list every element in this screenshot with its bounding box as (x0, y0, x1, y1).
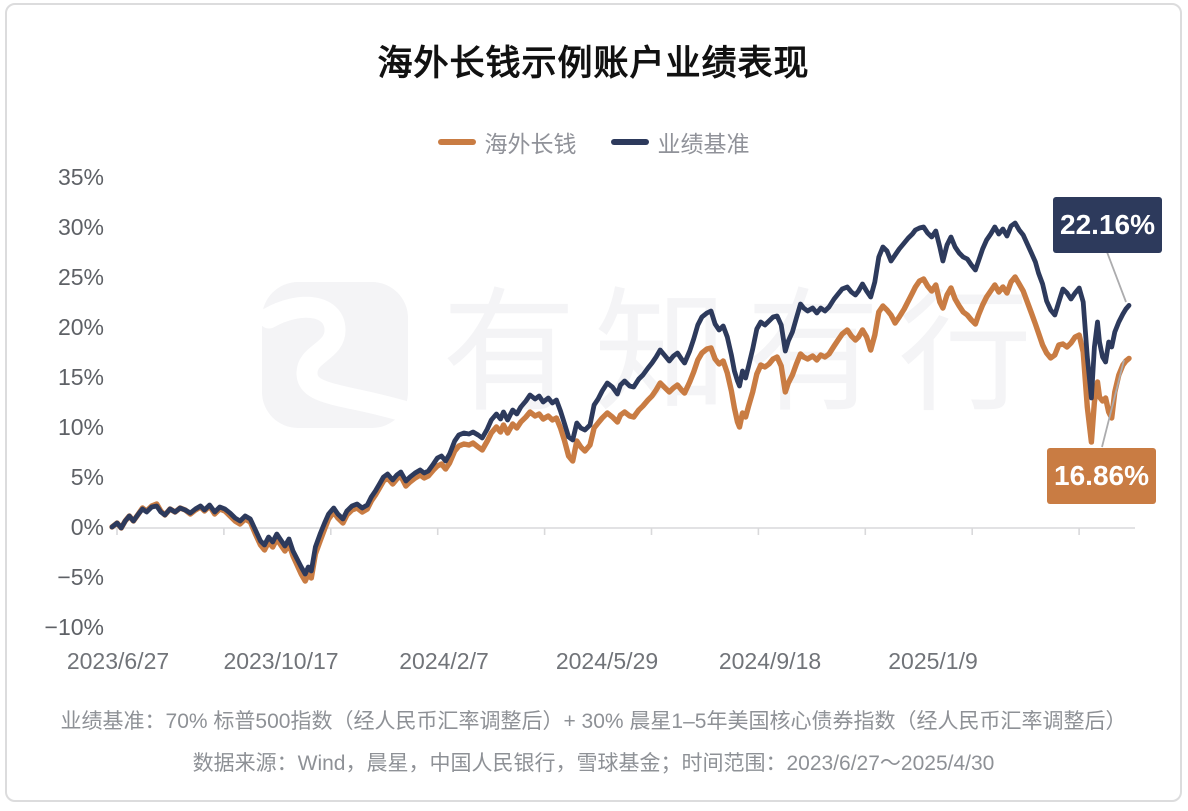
x-axis-label: 2023/10/17 (223, 648, 338, 674)
y-axis-label: −5% (57, 564, 104, 590)
fund-line-swatch-icon (438, 139, 476, 145)
chart-legend: 海外长钱 业绩基准 (7, 125, 1180, 159)
x-axis-label: 2025/1/9 (888, 648, 978, 674)
y-axis-label: −10% (45, 614, 104, 640)
legend-label-fund: 海外长钱 (485, 125, 577, 159)
data-source-footnote: 数据来源：Wind，晨星，中国人民银行，雪球基金；时间范围：2023/6/27～… (7, 750, 1180, 778)
x-axis-label: 2024/9/18 (719, 648, 821, 674)
y-axis-label: 25% (58, 264, 104, 290)
fund-value-callout: 16.86% (1047, 448, 1156, 504)
benchmark-value-callout: 22.16% (1053, 197, 1162, 253)
y-axis-label: 0% (71, 514, 104, 540)
x-axis-label: 2023/6/27 (67, 648, 169, 674)
legend-item-benchmark[interactable]: 业绩基准 (611, 125, 750, 159)
benchmark-callout-leader-line (1107, 252, 1126, 302)
benchmark-definition-footnote: 业绩基准：70% 标普500指数（经人民币汇率调整后）+ 30% 晨星1–5年美… (7, 708, 1180, 736)
x-axis-label: 2024/2/7 (399, 648, 489, 674)
page-title: 海外长钱示例账户业绩表现 (7, 35, 1180, 86)
y-axis-label: 20% (58, 314, 104, 340)
benchmark-line-swatch-icon (611, 139, 649, 145)
legend-item-fund[interactable]: 海外长钱 (438, 125, 577, 159)
legend-label-benchmark: 业绩基准 (658, 125, 750, 159)
x-axis-label: 2024/5/29 (556, 648, 658, 674)
y-axis-label: 35% (58, 164, 104, 190)
y-axis-label: 5% (71, 464, 104, 490)
y-axis-label: 15% (58, 364, 104, 390)
y-axis-label: 10% (58, 414, 104, 440)
y-axis-label: 30% (58, 214, 104, 240)
